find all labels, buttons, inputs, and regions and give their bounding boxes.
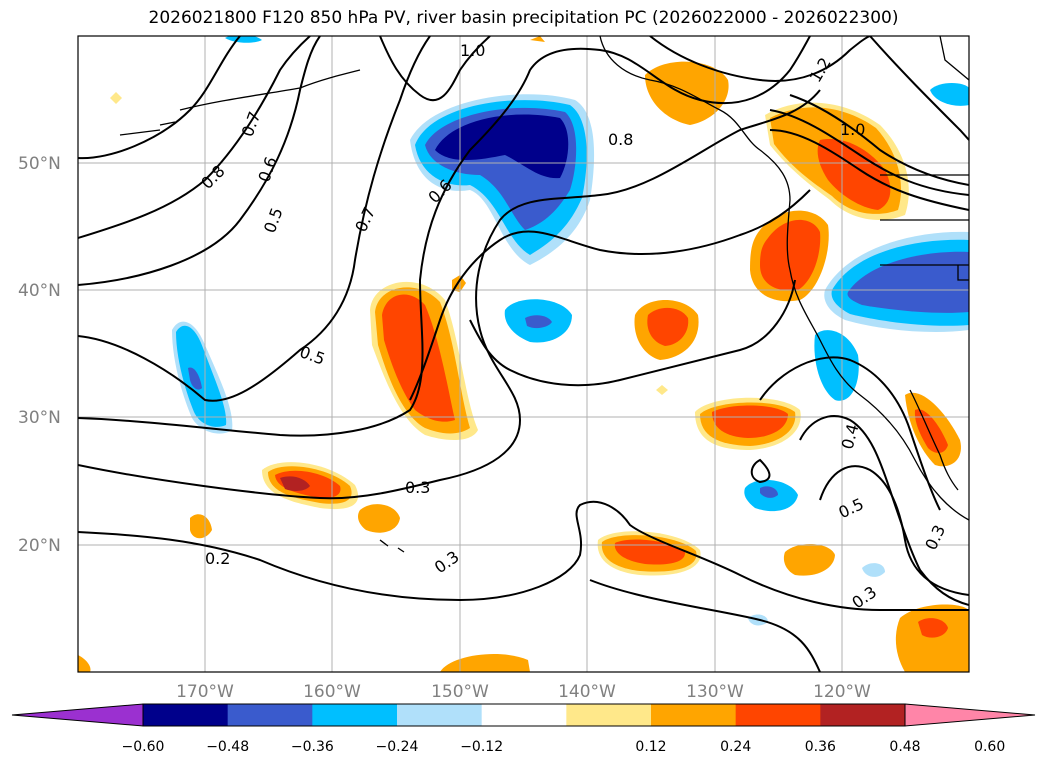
colorbar-tick-label: −0.24 [376, 739, 419, 755]
positive-anomaly [382, 294, 455, 422]
positive-anomaly [358, 504, 400, 533]
contour-label: 0.3 [405, 478, 430, 497]
positive-anomaly [440, 653, 530, 672]
negative-anomaly [525, 315, 552, 329]
lat-label: 20°N [18, 536, 61, 556]
colorbar-segment [651, 704, 737, 726]
colorbar-frame [142, 703, 906, 727]
colorbar-tick-label: −0.12 [460, 739, 503, 755]
colorbar-tick-label: −0.48 [206, 739, 249, 755]
negative-anomaly [862, 563, 885, 577]
colorbar-segment [566, 704, 652, 726]
map-title: 2026021800 F120 850 hPa PV, river basin … [148, 8, 899, 28]
plot-frame [77, 35, 970, 673]
positive-anomaly [78, 655, 91, 672]
positive-anomaly [817, 139, 891, 210]
colorbar-segment [312, 704, 398, 726]
lon-label: 170°W [176, 682, 234, 702]
positive-anomaly [647, 307, 689, 346]
colorbar-tick-label: −0.60 [122, 739, 165, 755]
positive-anomaly [895, 604, 969, 672]
positive-anomaly [712, 405, 788, 438]
lon-label: 120°W [813, 682, 871, 702]
lon-label: 140°W [558, 682, 616, 702]
positive-anomaly [110, 92, 122, 104]
colorbar-extend-max [904, 703, 1036, 727]
contour-label: 0.2 [205, 549, 230, 568]
lon-label: 160°W [303, 682, 361, 702]
pv-contours [78, 36, 969, 672]
lon-label: 150°W [431, 682, 489, 702]
negative-anomaly [188, 367, 202, 390]
colorbar-tick-label: 0.36 [805, 739, 836, 755]
contour-label: 1.0 [460, 41, 485, 60]
negative-anomaly [847, 251, 969, 313]
colorbar-extend-min [11, 703, 144, 727]
colorbar-segment [820, 704, 906, 726]
positive-anomaly [530, 36, 545, 42]
positive-anomaly [656, 385, 668, 395]
colorbar-tick-label: −0.36 [291, 739, 334, 755]
negative-anomaly [760, 486, 778, 498]
lat-label: 30°N [18, 408, 61, 428]
positive-anomaly [614, 539, 686, 565]
colorbar-segment [397, 704, 483, 726]
positive-anomaly [918, 618, 948, 638]
positive-anomaly [760, 219, 821, 291]
colorbar-tick-label: 0.60 [974, 739, 1005, 755]
colorbar-segment [735, 704, 821, 726]
positive-anomaly [783, 544, 835, 576]
negative-anomaly [930, 83, 969, 106]
colorbar-segment [227, 704, 313, 726]
latitude-labels: 50°N 40°N 30°N 20°N [18, 154, 61, 556]
gridlines [78, 36, 969, 672]
positive-anomaly [190, 514, 212, 539]
positive-anomaly [645, 61, 729, 125]
colorbar-tick-label: 0.12 [635, 739, 666, 755]
positive-anomaly [280, 476, 310, 491]
negative-anomaly [225, 36, 262, 43]
contour-label: 0.8 [608, 130, 633, 149]
lon-label: 130°W [686, 682, 744, 702]
colorbar-segment [481, 704, 567, 726]
colorbar: −0.60 −0.48 −0.36 −0.24 −0.12 0.12 0.24 0.36 0.4… [11, 703, 1036, 755]
colorbar-tick-label: 0.48 [889, 739, 920, 755]
longitude-labels: 170°W 160°W 150°W 140°W 130°W 120°W [176, 682, 871, 702]
colorbar-tick-label: 0.24 [720, 739, 751, 755]
negative-anomaly [435, 114, 569, 179]
lat-label: 40°N [18, 281, 61, 301]
coastlines [119, 36, 969, 553]
contour-label: 1.0 [840, 120, 865, 139]
positive-anomaly [914, 409, 948, 453]
lat-label: 50°N [18, 154, 61, 174]
colorbar-segment [143, 704, 229, 726]
